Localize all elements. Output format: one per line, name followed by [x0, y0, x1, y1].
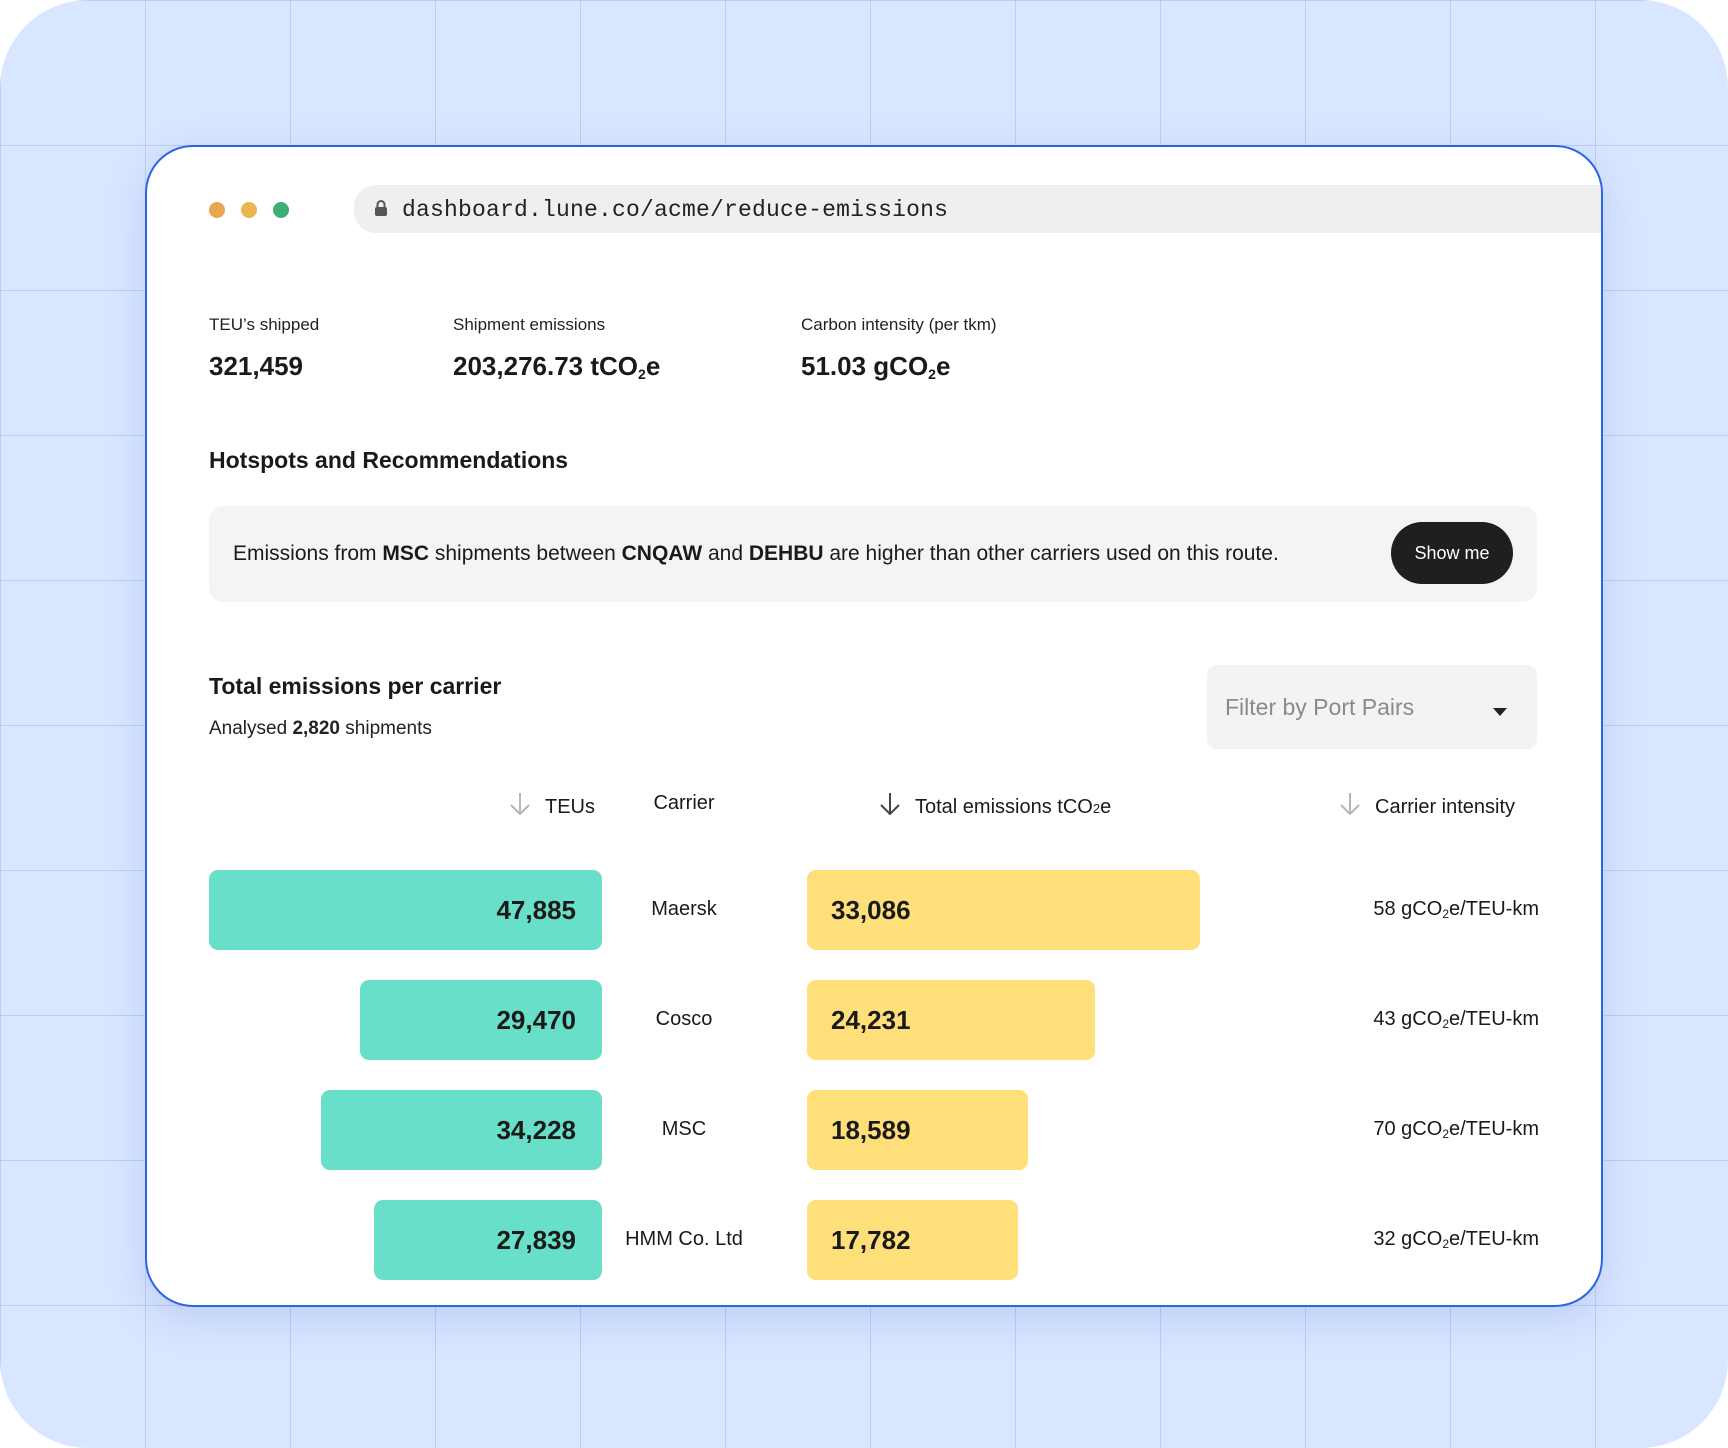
sort-arrow-down-icon: [879, 792, 901, 822]
table-row[interactable]: 47,885 Maersk 33,086 58 gCO2e/TEU-km: [147, 870, 1601, 950]
teu-bar: 27,839: [374, 1200, 602, 1280]
carriers-title: Total emissions per carrier: [209, 673, 502, 699]
carrier-name: Cosco: [655, 1008, 713, 1030]
table-row[interactable]: 34,228 MSC 18,589 70 gCO2e/TEU-km: [147, 1090, 1601, 1170]
emissions-bar: 33,086: [807, 870, 1200, 950]
carrier-name: HMM Co. Ltd: [625, 1228, 743, 1250]
header-carrier-label: Carrier: [653, 792, 715, 814]
sort-arrow-down-icon: [1339, 792, 1361, 822]
carrier-name: MSC: [661, 1118, 707, 1140]
carrier-name: Maersk: [651, 898, 717, 920]
stat-emissions-label: Shipment emissions: [453, 315, 606, 334]
hotspot-message: Emissions from MSC shipments between CNQ…: [233, 542, 1279, 565]
sort-arrow-down-icon: [509, 792, 531, 822]
table-row[interactable]: 27,839 HMM Co. Ltd 17,782 32 gCO2e/TEU-km: [147, 1200, 1601, 1280]
header-teus-label: TEUs: [545, 795, 595, 818]
carrier-intensity: 58 gCO2e/TEU-km: [1373, 898, 1539, 921]
analysed-shipments: Analysed 2,820 shipments: [209, 718, 432, 739]
header-teus[interactable]: TEUs: [509, 792, 595, 822]
filter-placeholder: Filter by Port Pairs: [1225, 694, 1415, 720]
stat-emissions-value: 203,276.73 tCO2e: [453, 351, 661, 382]
carrier-intensity: 43 gCO2e/TEU-km: [1373, 1008, 1539, 1031]
url-text: dashboard.lune.co/acme/reduce-emissions: [402, 197, 949, 223]
hotspots-title: Hotspots and Recommendations: [209, 447, 569, 473]
header-emissions-label: Total emissions tCO2e: [915, 795, 1112, 818]
stat-intensity-label: Carbon intensity (per tkm): [801, 315, 997, 334]
teu-bar: 47,885: [209, 870, 602, 950]
stat-intensity-value: 51.03 gCO2e: [801, 351, 951, 382]
emissions-bar: 17,782: [807, 1200, 1018, 1280]
carrier-intensity: 70 gCO2e/TEU-km: [1373, 1118, 1539, 1141]
stat-teus-label: TEU’s shipped: [209, 315, 320, 334]
stat-teus-value: 321,459: [209, 351, 303, 381]
header-emissions[interactable]: Total emissions tCO2e: [879, 792, 1111, 822]
browser-window: dashboard.lune.co/acme/reduce-emissions …: [145, 145, 1603, 1307]
lock-icon: [374, 199, 388, 222]
teu-bar: 29,470: [360, 980, 602, 1060]
window-dot-2: [241, 202, 257, 218]
emissions-bar: 24,231: [807, 980, 1095, 1060]
window-dot-1: [209, 202, 225, 218]
hotspot-card: Emissions from MSC shipments between CNQ…: [209, 506, 1537, 602]
teu-bar: 34,228: [321, 1090, 602, 1170]
port-pairs-filter[interactable]: Filter by Port Pairs: [1207, 665, 1537, 749]
header-intensity[interactable]: Carrier intensity: [1339, 792, 1515, 822]
header-intensity-label: Carrier intensity: [1375, 795, 1516, 818]
emissions-bar: 18,589: [807, 1090, 1028, 1170]
caret-down-icon: [1493, 703, 1507, 721]
show-me-button[interactable]: Show me: [1391, 522, 1513, 584]
address-bar[interactable]: dashboard.lune.co/acme/reduce-emissions: [354, 185, 1601, 233]
window-dot-3: [273, 202, 289, 218]
carrier-intensity: 32 gCO2e/TEU-km: [1373, 1228, 1539, 1251]
header-carrier: Carrier: [599, 792, 769, 815]
table-row[interactable]: 29,470 Cosco 24,231 43 gCO2e/TEU-km: [147, 980, 1601, 1060]
